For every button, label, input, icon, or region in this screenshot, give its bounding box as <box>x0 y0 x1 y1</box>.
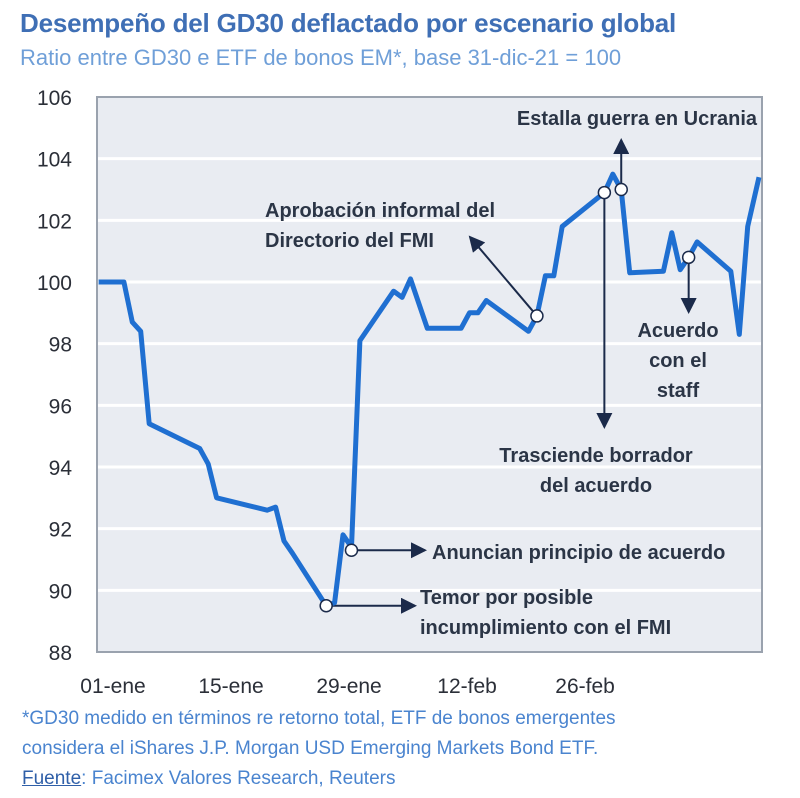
x-tick-label: 15-ene <box>198 675 263 698</box>
event-marker <box>681 250 696 265</box>
plot-area <box>96 96 763 653</box>
y-tick-label: 92 <box>49 519 72 542</box>
annotation-label: Directorio del FMI <box>265 230 434 252</box>
series-line <box>98 171 762 609</box>
y-tick-label: 96 <box>49 395 72 418</box>
y-tick-label: 100 <box>37 272 72 295</box>
y-tick-label: 106 <box>37 87 72 110</box>
annotation-label: Temor por posible <box>420 587 593 609</box>
y-tick-label: 104 <box>37 149 72 172</box>
event-marker <box>319 599 333 613</box>
annotation-label: incumplimiento con el FMI <box>420 617 671 639</box>
footnote-source: Fuente: Facimex Valores Research, Reuter… <box>22 768 395 790</box>
y-tick-label: 90 <box>49 580 72 603</box>
source-text: : Facimex Valores Research, Reuters <box>81 768 396 789</box>
annotation-label: Acuerdo <box>637 320 718 342</box>
x-tick-label: 12-feb <box>437 675 497 698</box>
y-tick-label: 98 <box>49 334 72 357</box>
annotation-label: del acuerdo <box>540 475 652 497</box>
y-tick-label: 102 <box>37 210 72 233</box>
chart-subtitle: Ratio entre GD30 e ETF de bonos EM*, bas… <box>20 45 622 70</box>
footnote-line-1: *GD30 medido en términos re retorno tota… <box>22 708 616 729</box>
x-tick-label: 01-ene <box>80 675 145 698</box>
annotation-label: Anuncian principio de acuerdo <box>432 542 725 564</box>
annotation-label: Estalla guerra en Ucrania <box>517 108 758 130</box>
y-tick-label: 94 <box>49 457 73 480</box>
footnote-line-2: considera el iShares J.P. Morgan USD Eme… <box>22 738 599 759</box>
annotation-arrow <box>468 235 538 317</box>
chart-title: Desempeño del GD30 deflactado por escena… <box>20 8 677 38</box>
annotation-label: con el <box>649 350 707 372</box>
event-marker <box>614 182 628 197</box>
event-marker <box>597 185 612 200</box>
event-marker <box>344 543 359 557</box>
y-tick-label: 88 <box>49 642 72 665</box>
x-tick-label: 26-feb <box>555 675 615 698</box>
source-label: Fuente <box>22 768 82 789</box>
annotation-label: Aprobación informal del <box>265 200 495 222</box>
annotation-label: staff <box>657 380 700 402</box>
annotation-label: Trasciende borrador <box>499 445 693 467</box>
event-marker <box>530 309 544 323</box>
x-tick-label: 29-ene <box>316 675 381 698</box>
